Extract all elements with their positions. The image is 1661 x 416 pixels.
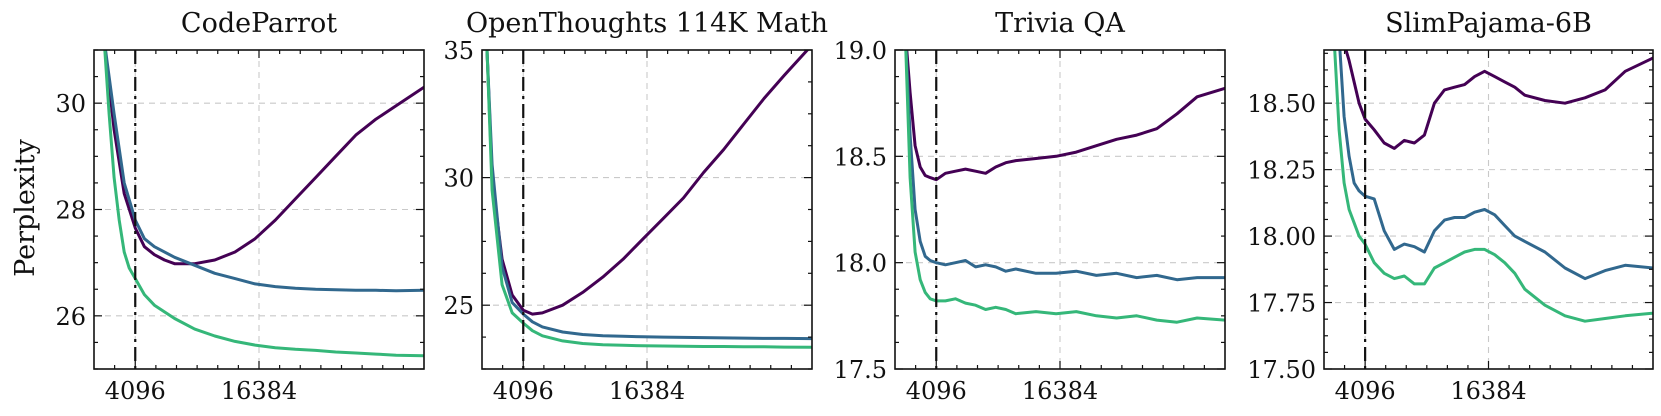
- y-tick-label: 30: [443, 165, 474, 193]
- y-axis-label: Perplexity: [10, 138, 41, 276]
- y-tick-label: 18.00: [1247, 223, 1316, 251]
- series-line-mid: [904, 50, 1225, 282]
- series-line-mid: [485, 50, 812, 341]
- y-tick-label: 30: [55, 90, 86, 118]
- chart-panel-2: OpenThoughts 114K Math 4096 16384 25 30 35: [443, 8, 828, 405]
- chart-panel-4: SlimPajama-6B 4096 16384 17.50 17.75 18.00 18.…: [1247, 8, 1654, 405]
- y-tick-label: 17.75: [1247, 290, 1316, 318]
- x-tick-label: 4096: [493, 377, 554, 405]
- chart-panel-1: CodeParrot 4096 16384 26 28 30: [55, 8, 425, 405]
- panel-title: SlimPajama-6B: [1385, 8, 1592, 39]
- y-tick-label: 18.5: [834, 143, 887, 171]
- y-tick-label: 28: [55, 197, 86, 225]
- panel-title: OpenThoughts 114K Math: [466, 8, 828, 39]
- y-tick-label: 17.50: [1247, 356, 1316, 384]
- series-line-dark: [485, 50, 810, 316]
- series-line-dark: [103, 50, 424, 266]
- y-tick-label: 18.0: [834, 250, 887, 278]
- series-line-dark: [905, 50, 1225, 182]
- series-line-light: [904, 50, 1225, 324]
- series-line-dark: [1344, 50, 1653, 150]
- y-tick-label: 19.0: [834, 37, 887, 65]
- series-line-light: [103, 50, 424, 358]
- y-tick-label: 25: [443, 292, 474, 320]
- x-tick-label: 16384: [1022, 377, 1098, 405]
- y-tick-label: 17.5: [834, 356, 887, 384]
- series-line-light: [1333, 50, 1653, 323]
- y-tick-label: 18.50: [1247, 90, 1316, 118]
- y-tick-label: 35: [443, 37, 474, 65]
- chart-panel-3: Trivia QA 4096 16384 17.5 18.0 18.5 19.0: [834, 8, 1226, 405]
- x-tick-label: 4096: [1335, 377, 1396, 405]
- x-tick-label: 4096: [105, 377, 166, 405]
- x-tick-label: 16384: [1450, 377, 1526, 405]
- x-tick-label: 16384: [221, 377, 297, 405]
- x-tick-label: 4096: [906, 377, 967, 405]
- y-tick-label: 26: [55, 303, 86, 331]
- panel-title: Trivia QA: [995, 8, 1125, 39]
- panel-title: CodeParrot: [181, 8, 337, 39]
- y-tick-label: 18.25: [1247, 157, 1316, 185]
- series-line-light: [485, 50, 812, 349]
- series-line-mid: [1338, 50, 1653, 281]
- x-tick-label: 16384: [609, 377, 685, 405]
